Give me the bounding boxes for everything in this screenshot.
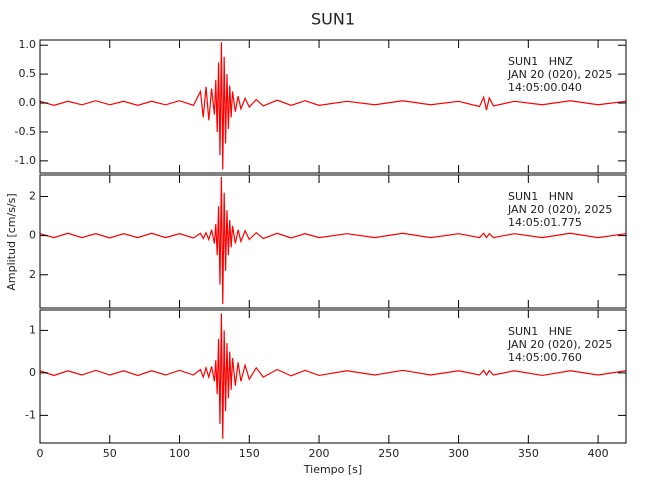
waveform bbox=[39, 176, 627, 305]
waveform bbox=[39, 42, 627, 170]
y-tick-label: 2 bbox=[29, 190, 36, 203]
annotation: 14:05:00.760 bbox=[508, 351, 582, 364]
annotation: 14:05:00.040 bbox=[508, 81, 582, 94]
x-axis-label: Tiempo [s] bbox=[303, 463, 362, 476]
y-tick-label: -1 bbox=[25, 408, 36, 421]
annotation: SUN1 HNE bbox=[508, 325, 572, 338]
y-tick-label: 0 bbox=[29, 229, 36, 242]
y-tick-label: 1 bbox=[29, 323, 36, 336]
y-tick-label: 2 bbox=[29, 268, 36, 281]
x-tick-label: 150 bbox=[239, 447, 260, 460]
panel-frame bbox=[39, 309, 627, 444]
y-axis-label: Amplitud [cm/s/s] bbox=[5, 193, 18, 290]
y-tick-label: -0.5 bbox=[15, 125, 36, 138]
y-tick-label: -1.0 bbox=[15, 154, 36, 167]
waveform bbox=[39, 313, 627, 439]
x-tick-label: 250 bbox=[378, 447, 399, 460]
annotation: SUN1 HNZ bbox=[508, 55, 573, 68]
x-tick-label: 0 bbox=[37, 447, 44, 460]
panel-frame bbox=[39, 39, 627, 174]
panel-frame bbox=[39, 174, 627, 309]
y-tick-label: 1.0 bbox=[19, 38, 37, 51]
x-tick-label: 350 bbox=[518, 447, 539, 460]
x-tick-label: 200 bbox=[309, 447, 330, 460]
x-tick-label: 400 bbox=[588, 447, 609, 460]
annotation: JAN 20 (020), 2025 bbox=[507, 203, 612, 216]
x-tick-label: 100 bbox=[169, 447, 190, 460]
chart-title: SUN1 bbox=[311, 10, 355, 29]
annotation: JAN 20 (020), 2025 bbox=[507, 68, 612, 81]
annotation: JAN 20 (020), 2025 bbox=[507, 338, 612, 351]
y-tick-label: 0.0 bbox=[19, 96, 37, 109]
x-tick-label: 300 bbox=[448, 447, 469, 460]
x-tick-label: 50 bbox=[103, 447, 117, 460]
y-tick-label: 0 bbox=[29, 366, 36, 379]
annotation: 14:05:01.775 bbox=[508, 216, 582, 229]
y-tick-label: 0.5 bbox=[19, 67, 37, 80]
annotation: SUN1 HNN bbox=[508, 190, 573, 203]
